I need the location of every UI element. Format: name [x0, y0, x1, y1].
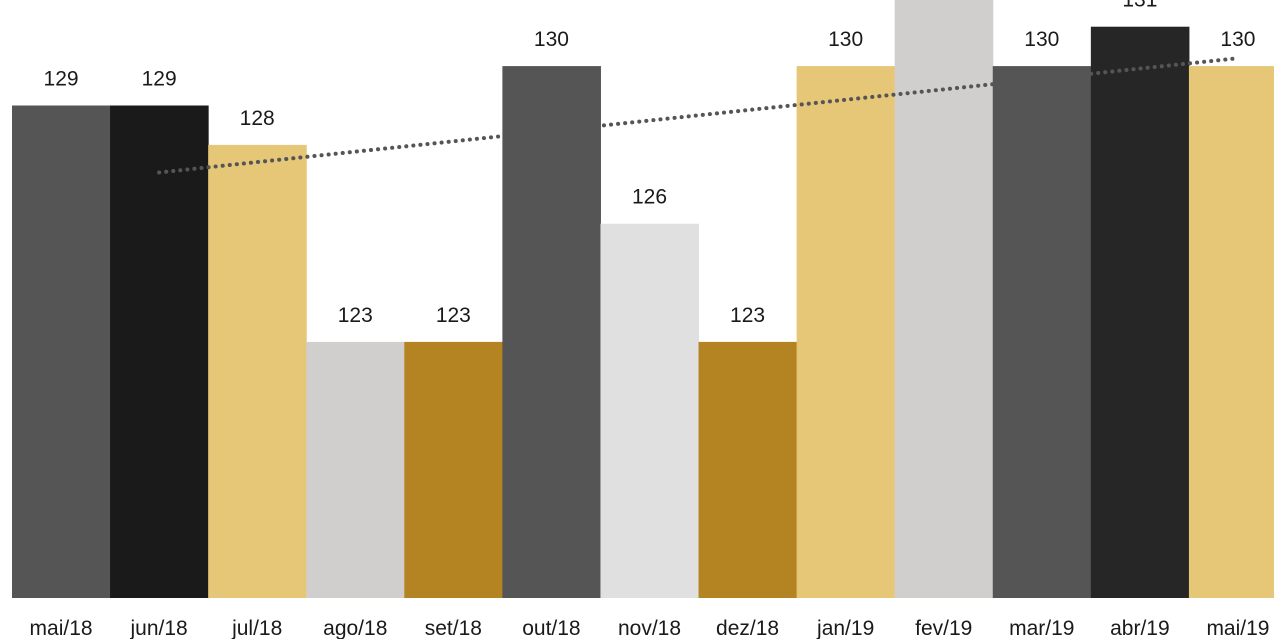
- x-tick-label-nov-18: nov/18: [618, 617, 681, 639]
- x-tick-label-jun-18: jun/18: [130, 617, 188, 639]
- x-tick-label-out-18: out/18: [522, 617, 580, 639]
- x-tick-label-jan-19: jan/19: [816, 617, 874, 639]
- data-labels-group: 129129128123123130126123130132130131130: [44, 0, 1256, 327]
- data-label-mar-19: 130: [1024, 28, 1059, 51]
- data-label-jun-18: 129: [142, 68, 177, 91]
- data-label-ago-18: 123: [338, 304, 373, 327]
- x-tick-label-fev-19: fev/19: [915, 617, 972, 639]
- x-tick-label-ago-18: ago/18: [323, 617, 387, 639]
- data-label-jan-19: 130: [828, 28, 863, 51]
- bar-out-18: [502, 66, 601, 599]
- x-axis-tick-labels: mai/18 jun/18 jul/18 ago/18 set/18 out/18 nov/…: [30, 617, 1270, 639]
- x-tick-label-dez-18: dez/18: [716, 617, 779, 639]
- x-tick-label-mai-19: mai/19: [1206, 617, 1269, 639]
- bar-mai-18: [12, 105, 111, 598]
- bar-mar-19: [992, 66, 1092, 599]
- x-tick-label-mai-18: mai/18: [30, 617, 93, 639]
- bar-jul-18: [208, 144, 307, 598]
- x-tick-label-mar-19: mar/19: [1009, 617, 1074, 639]
- x-tick-label-set-18: set/18: [425, 617, 482, 639]
- data-label-set-18: 123: [436, 304, 471, 327]
- bar-set-18: [404, 341, 503, 598]
- bar-dez-18: [698, 341, 798, 598]
- data-label-mai-19: 130: [1220, 28, 1255, 51]
- data-label-nov-18: 126: [632, 186, 667, 209]
- bar-fev-19: [894, 0, 994, 599]
- data-label-jul-18: 128: [240, 107, 275, 130]
- bar-jan-19: [796, 66, 896, 599]
- bar-jun-18: [110, 105, 209, 598]
- data-label-out-18: 130: [534, 28, 569, 51]
- bar-abr-19: [1090, 26, 1190, 598]
- data-label-dez-18: 123: [730, 304, 765, 327]
- x-tick-label-jul-18: jul/18: [231, 617, 282, 639]
- x-tick-label-abr-19: abr/19: [1110, 617, 1170, 639]
- bar-ago-18: [306, 341, 405, 598]
- bar-nov-18: [600, 223, 700, 598]
- data-label-mai-18: 129: [44, 68, 79, 91]
- bar-mai-19: [1188, 66, 1274, 599]
- data-label-abr-19: 131: [1122, 0, 1157, 12]
- bars-group: [12, 0, 1274, 599]
